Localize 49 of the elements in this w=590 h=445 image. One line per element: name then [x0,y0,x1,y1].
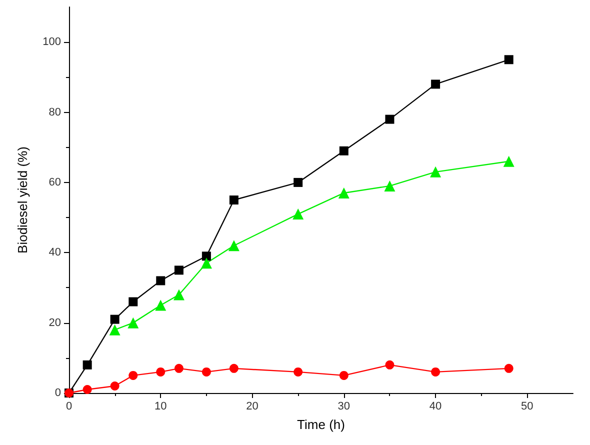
point [228,240,240,252]
point [156,367,166,376]
x-tick-label: 40 [429,400,442,412]
x-axis-title: Time (h) [297,417,345,432]
point [202,252,211,261]
x-tick-label: 10 [154,400,167,412]
point [202,367,211,376]
point [503,156,514,167]
y-tick-label: 40 [48,246,61,259]
point [173,289,184,300]
point [128,317,139,328]
point [339,146,348,156]
point [155,300,166,311]
y-tick-label: 100 [42,36,61,48]
point [430,166,442,178]
x-tick-label: 0 [66,400,72,412]
point [174,364,184,373]
point [294,178,303,187]
point [128,297,138,306]
point [339,370,348,380]
point [82,384,92,394]
x-tick-label: 50 [521,400,534,412]
point [82,360,92,370]
point [504,364,514,373]
point [200,258,212,269]
point [229,364,238,373]
point [229,196,238,204]
point [110,381,120,390]
point [109,324,120,336]
point [385,360,394,370]
point [174,266,184,275]
point [504,55,514,64]
point [385,114,394,124]
y-tick-label: 60 [48,176,61,188]
point [431,80,440,89]
x-tick-label: 20 [246,400,258,412]
point [431,367,440,376]
point [128,370,138,380]
y-tick-label: 0 [54,387,61,399]
point [294,367,303,376]
y-axis-title: Biodiesel yield (%) [15,146,30,254]
point [110,314,120,324]
point [338,187,350,198]
x-tick-label: 30 [338,400,350,412]
point [384,180,396,192]
y-tick-label: 80 [48,106,61,118]
y-tick-label: 20 [48,316,61,329]
point [292,208,304,220]
point [156,276,166,286]
